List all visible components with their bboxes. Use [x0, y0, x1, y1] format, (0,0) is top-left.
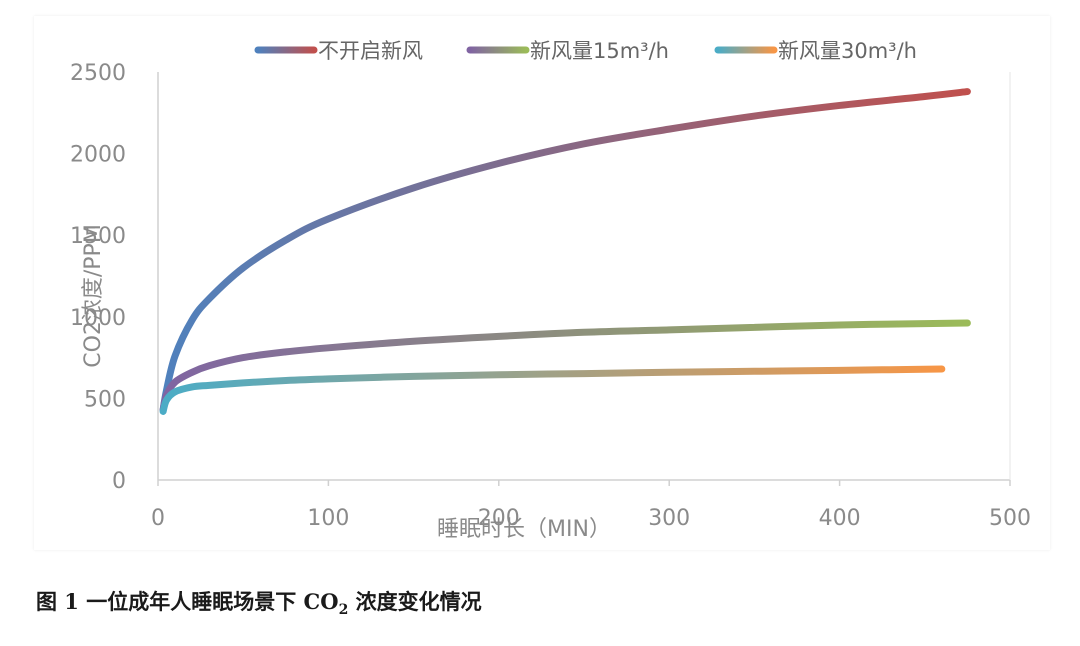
line-chart: 0 500 1000 1500 2000 2500 0 100 200 300 400 500 不开启…	[70, 39, 1031, 542]
chart-frame: 0 500 1000 1500 2000 2500 0 100 200 300 400 500 不开启…	[34, 16, 1050, 550]
y-tick-label: 0	[112, 469, 126, 494]
x-tick-label: 200	[478, 506, 520, 531]
x-tick-label: 100	[307, 506, 349, 531]
series-line-1	[159, 88, 971, 414]
caption-prefix: 图 1 一位成年人睡眠场景下 CO	[36, 589, 339, 614]
y-tick-label: 1500	[70, 224, 126, 249]
series-lines	[159, 88, 971, 415]
legend-label-3: 新风量30m³/h	[778, 39, 917, 63]
legend-label-1: 不开启新风	[318, 39, 423, 63]
y-axis-title: CO2浓度/PPM	[81, 224, 106, 368]
caption-subscript: 2	[338, 602, 349, 619]
y-tick-label: 500	[84, 387, 126, 412]
legend-label-2: 新风量15m³/h	[530, 39, 669, 63]
series-line-3	[159, 365, 946, 415]
caption-suffix: 浓度变化情况	[348, 589, 482, 614]
x-tick-label: 0	[151, 506, 165, 531]
series-line-2	[159, 319, 971, 414]
y-tick-label: 1000	[70, 306, 126, 331]
x-tick-label: 300	[648, 506, 690, 531]
x-axis-title: 睡眠时长（MIN）	[437, 517, 611, 542]
axes: 0 500 1000 1500 2000 2500 0 100 200 300 400 500	[70, 61, 1031, 531]
y-tick-label: 2500	[70, 61, 126, 86]
x-tick-label: 400	[819, 506, 861, 531]
x-tick-label: 500	[989, 506, 1031, 531]
figure-caption: 图 1 一位成年人睡眠场景下 CO2 浓度变化情况	[36, 586, 482, 618]
y-tick-label: 2000	[70, 143, 126, 168]
legend: 不开启新风 新风量15m³/h 新风量30m³/h	[254, 39, 917, 63]
